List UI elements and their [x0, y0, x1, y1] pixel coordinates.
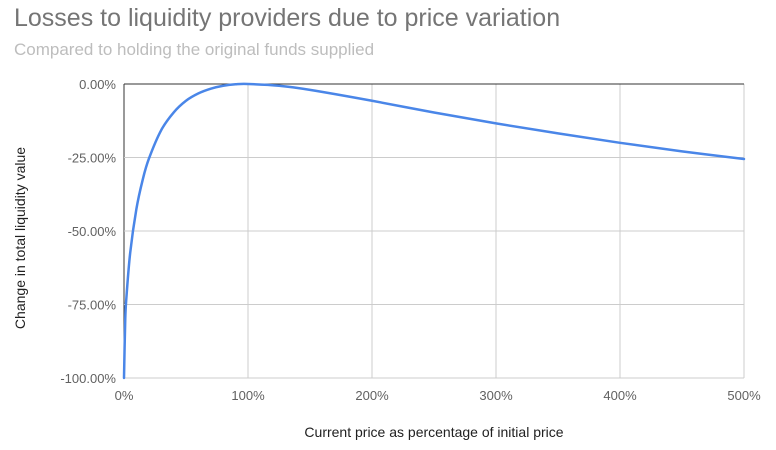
series-line — [122, 82, 746, 380]
x-tick-label: 500% — [727, 388, 761, 403]
y-tick-label: -50.00% — [68, 224, 117, 239]
y-axis-label: Change in total liquidity value — [12, 147, 28, 329]
x-axis-label: Current price as percentage of initial p… — [304, 424, 563, 440]
x-tick-label: 0% — [115, 388, 134, 403]
chart-title: Losses to liquidity providers due to pri… — [14, 4, 561, 32]
y-tick-label: -75.00% — [68, 298, 117, 313]
y-tick-label: -25.00% — [68, 151, 117, 166]
x-tick-label: 100% — [231, 388, 265, 403]
y-tick-label: -100.00% — [60, 371, 116, 386]
series-layer — [122, 82, 746, 380]
x-tick-label: 300% — [479, 388, 513, 403]
x-tick-label: 200% — [355, 388, 389, 403]
chart-subtitle: Compared to holding the original funds s… — [14, 40, 375, 59]
y-tick-label: 0.00% — [79, 77, 116, 92]
tick-labels: 0% 100% 200% 300% 400% 500% 0.00% -25.00% -50.00… — [60, 77, 761, 403]
gridlines — [123, 83, 745, 379]
x-tick-label: 400% — [603, 388, 637, 403]
